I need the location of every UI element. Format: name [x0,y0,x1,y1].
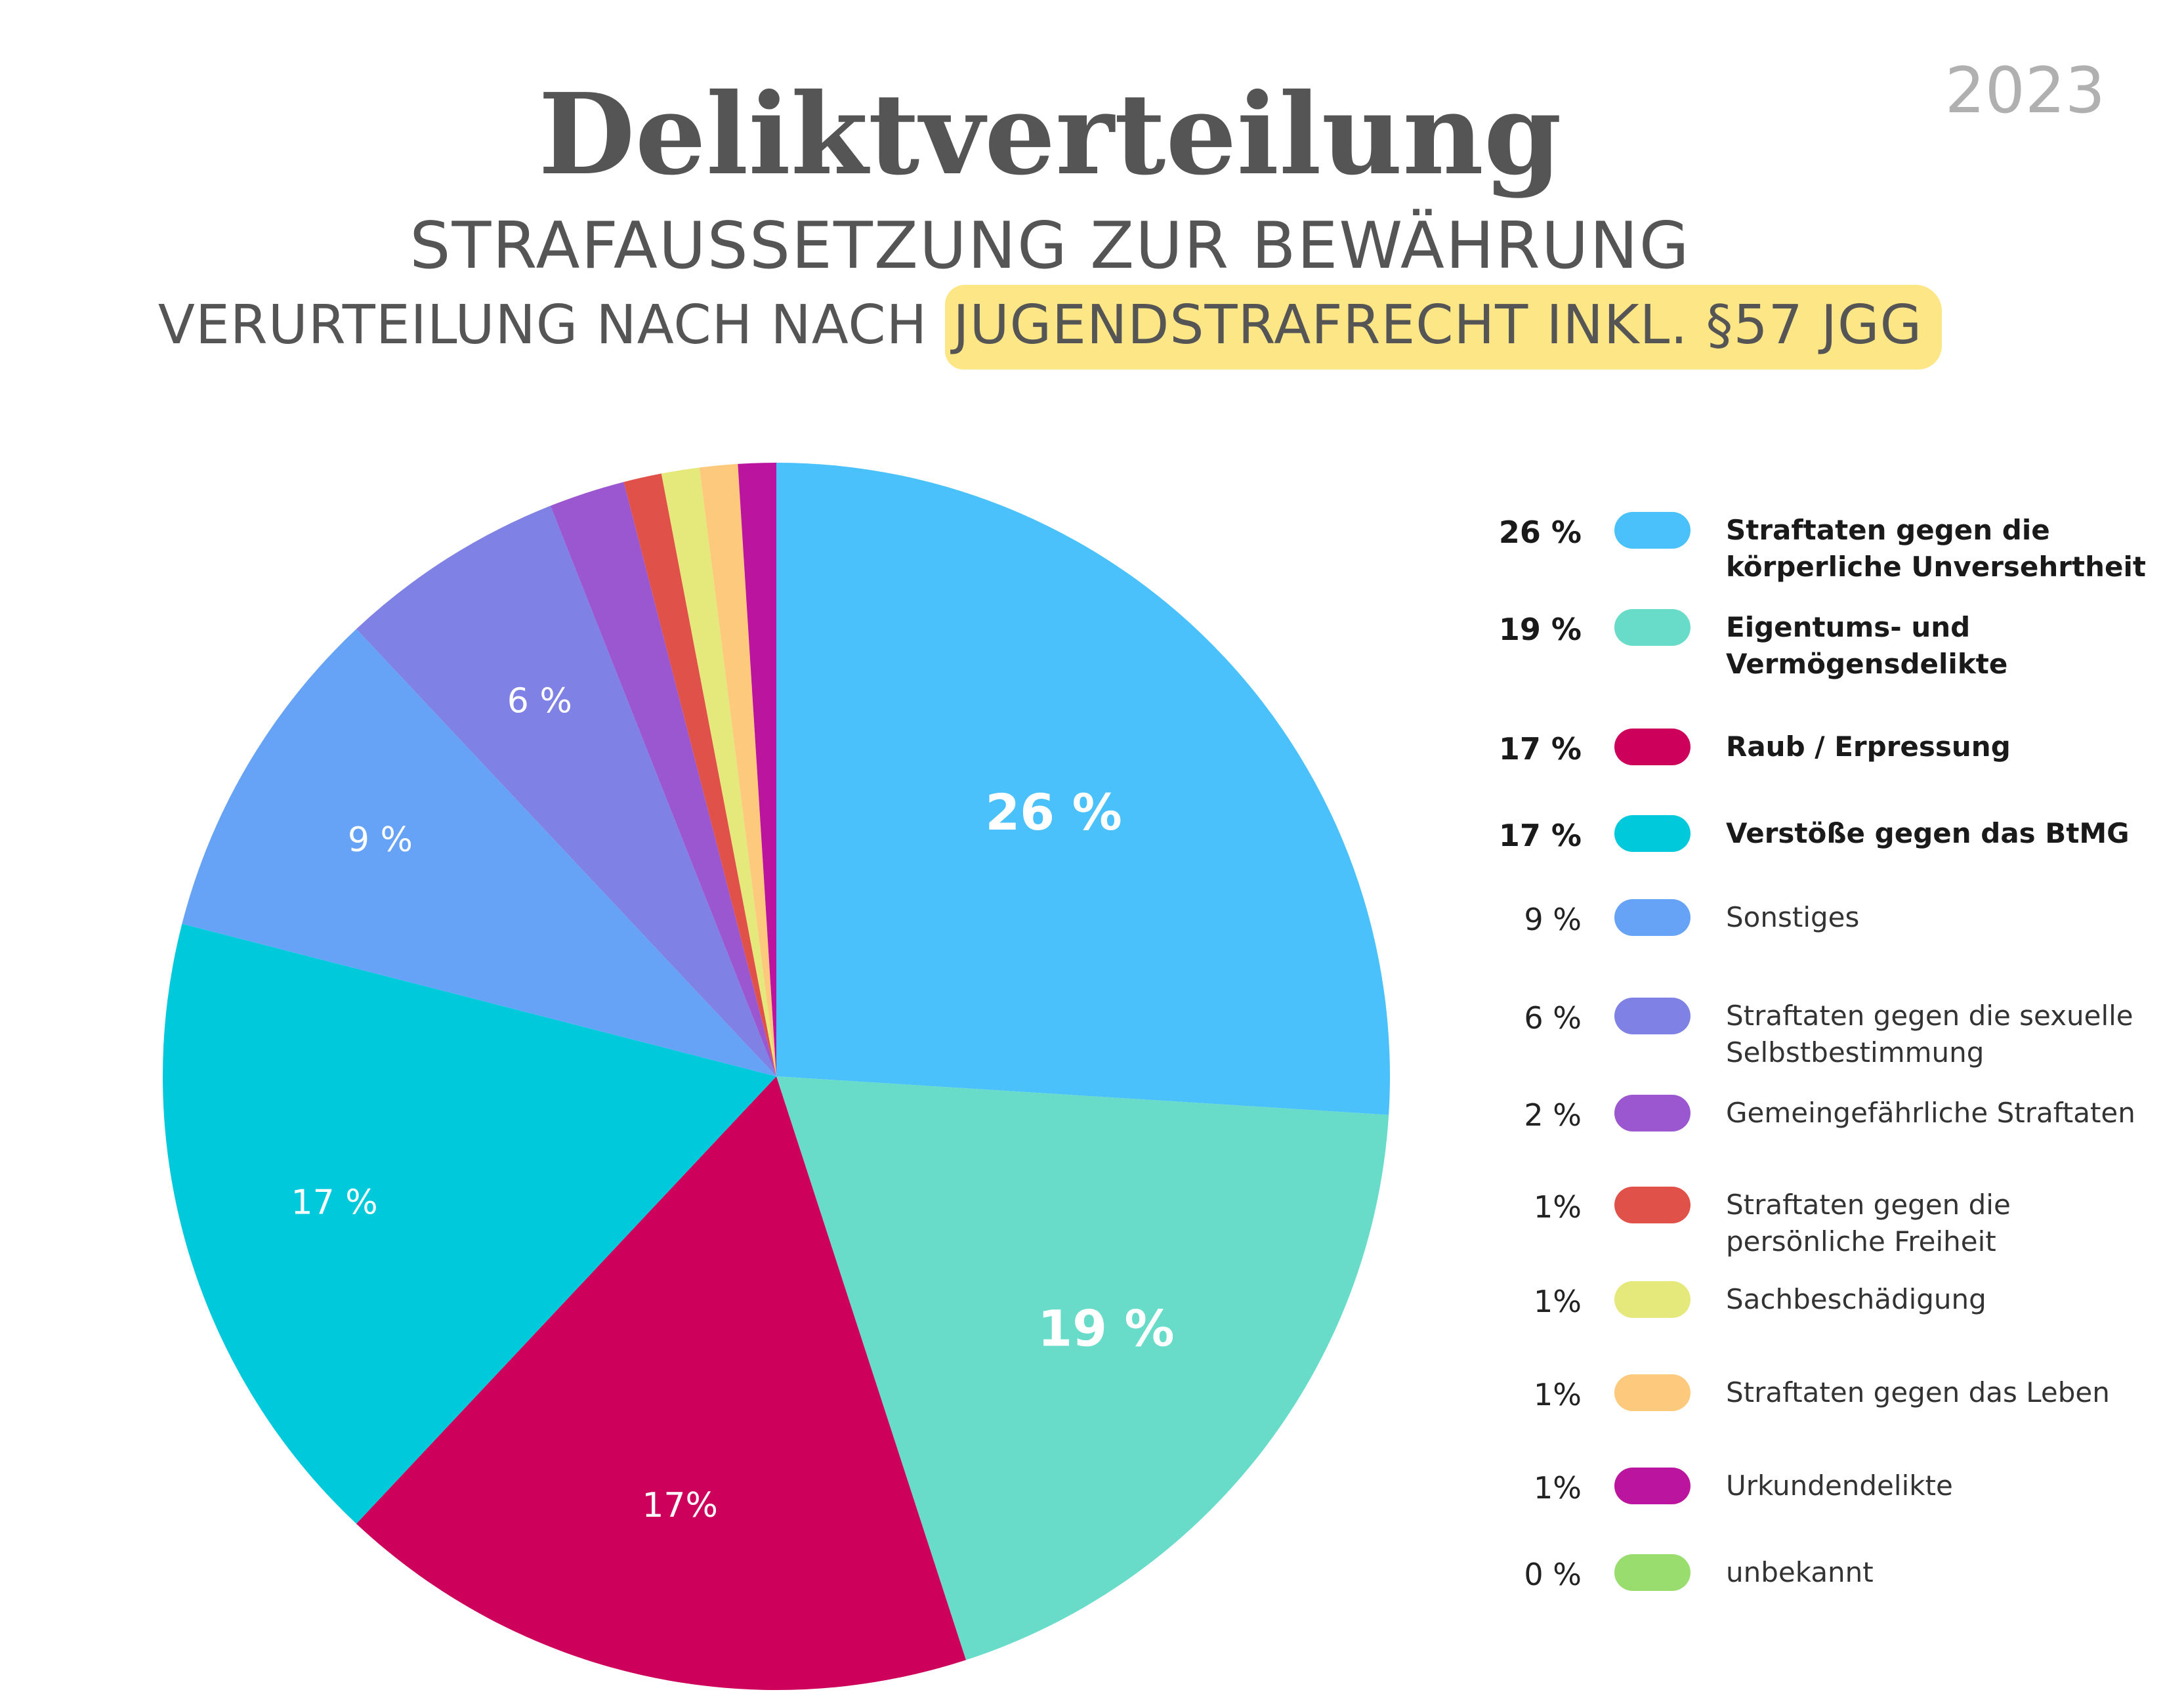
legend-swatch [1614,512,1690,549]
chart-subtitle: STRAFAUSSETZUNG ZUR BEWÄHRUNG [410,209,1690,284]
legend: 26 % Straftaten gegen die körperliche Unv… [1444,0,2166,1692]
slice-label: 17% [642,1486,718,1525]
legend-percent: 1% [1534,1284,1582,1319]
legend-swatch [1614,899,1690,936]
legend-label: Sachbeschädigung [1726,1283,1986,1315]
pie-slice [699,463,776,1076]
legend-percent: 17 % [1498,818,1582,853]
pie-slice [356,505,776,1076]
legend-percent: 2 % [1524,1097,1582,1133]
slice-label: 17 % [291,1183,378,1223]
legend-swatch [1614,1095,1690,1132]
legend-percent: 9 % [1524,902,1582,937]
subtitle2-prefix: VERURTEILUNG NACH NACH [158,294,928,356]
pie-slice [738,463,776,1076]
legend-label: Urkundendelikte [1726,1470,1953,1502]
legend-percent: 17 % [1498,731,1582,767]
legend-label: Verstöße gegen das BtMG [1726,817,2130,849]
pie-slice [550,482,776,1076]
year-label: 2023 [1944,54,2105,127]
legend-percent: 19 % [1498,612,1582,647]
legend-label: Eigentums- und Vermögensdelikte [1726,611,2008,680]
legend-swatch [1614,1374,1690,1411]
subtitle2-highlight: JUGENDSTRAFRECHT INKL. §57 JGG [945,285,1942,370]
slice-label: 6 % [507,682,572,721]
legend-swatch [1614,815,1690,852]
legend-label: Sonstiges [1726,901,1860,933]
pie-slice [623,473,776,1076]
legend-label: Raub / Erpressung [1726,730,2011,763]
legend-label: Straftaten gegen die persönliche Freihei… [1726,1189,2011,1258]
legend-percent: 0 % [1524,1557,1582,1592]
legend-swatch [1614,1554,1690,1591]
legend-percent: 1% [1534,1470,1582,1506]
legend-percent: 1% [1534,1189,1582,1225]
legend-label: Straftaten gegen die sexuelle Selbstbest… [1726,1000,2133,1068]
legend-swatch [1614,729,1690,765]
pie-slice [776,463,1391,1115]
pie-slice [182,629,776,1076]
legend-swatch [1614,1187,1690,1223]
slice-label: 9 % [348,820,413,860]
chart-subtitle-2: VERURTEILUNG NACH NACH JUGENDSTRAFRECHT … [0,285,2100,370]
legend-label: Straftaten gegen die körperliche Unverse… [1726,514,2146,583]
legend-percent: 6 % [1524,1000,1582,1036]
chart-title: Deliktverteilung [538,69,1562,200]
slice-label: 26 % [985,783,1122,841]
legend-swatch [1614,998,1690,1034]
legend-swatch [1614,1468,1690,1504]
slice-label: 19 % [1038,1300,1174,1358]
legend-swatch [1614,609,1690,646]
pie-slice [163,923,777,1524]
legend-label: Gemeingefährliche Straftaten [1726,1097,2135,1129]
pie-slice [356,1076,966,1690]
pie-slice [661,467,776,1076]
pie-chart: 26 % 19 % 17% 17 % 9 % 6 % [163,463,1391,1690]
legend-swatch [1614,1281,1690,1318]
pie-slice [776,1076,1389,1660]
legend-percent: 26 % [1498,515,1582,550]
legend-label: unbekannt [1726,1556,1874,1588]
legend-label: Straftaten gegen das Leben [1726,1376,2110,1408]
legend-percent: 1% [1534,1377,1582,1412]
